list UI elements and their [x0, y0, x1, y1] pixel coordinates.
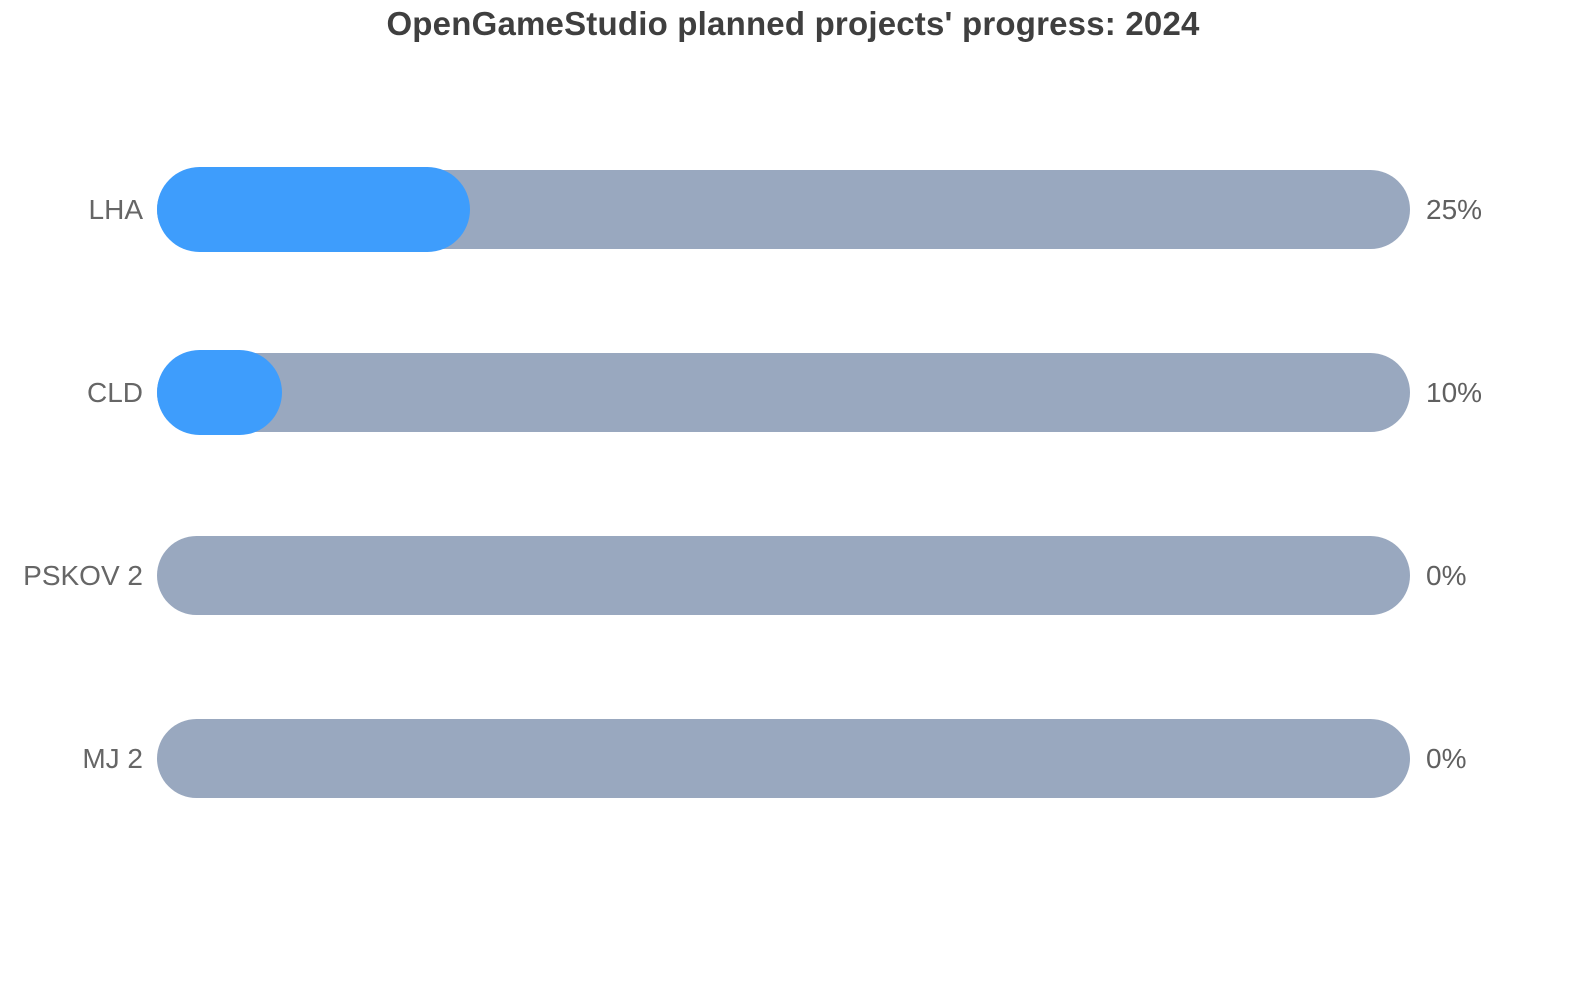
progress-fill — [157, 350, 283, 435]
progress-fill — [157, 167, 471, 252]
percent-label: 25% — [1426, 193, 1483, 225]
progress-track — [157, 536, 1410, 615]
chart-row: CLD 10% — [0, 350, 1586, 435]
percent-label: 10% — [1426, 376, 1483, 408]
percent-label: 0% — [1426, 742, 1467, 774]
progress-track — [157, 167, 1410, 252]
project-label: MJ 2 — [82, 742, 143, 774]
project-label: LHA — [88, 193, 143, 225]
percent-label: 0% — [1426, 559, 1467, 591]
chart-row: MJ 2 0% — [0, 719, 1586, 798]
chart-title: OpenGameStudio planned projects' progres… — [386, 5, 1200, 42]
progress-track — [157, 719, 1410, 798]
chart-row: LHA 25% — [0, 167, 1586, 252]
project-label: CLD — [86, 376, 143, 408]
chart-row: PSKOV 2 0% — [0, 536, 1586, 615]
project-label: PSKOV 2 — [23, 559, 143, 591]
progress-track — [157, 350, 1410, 435]
